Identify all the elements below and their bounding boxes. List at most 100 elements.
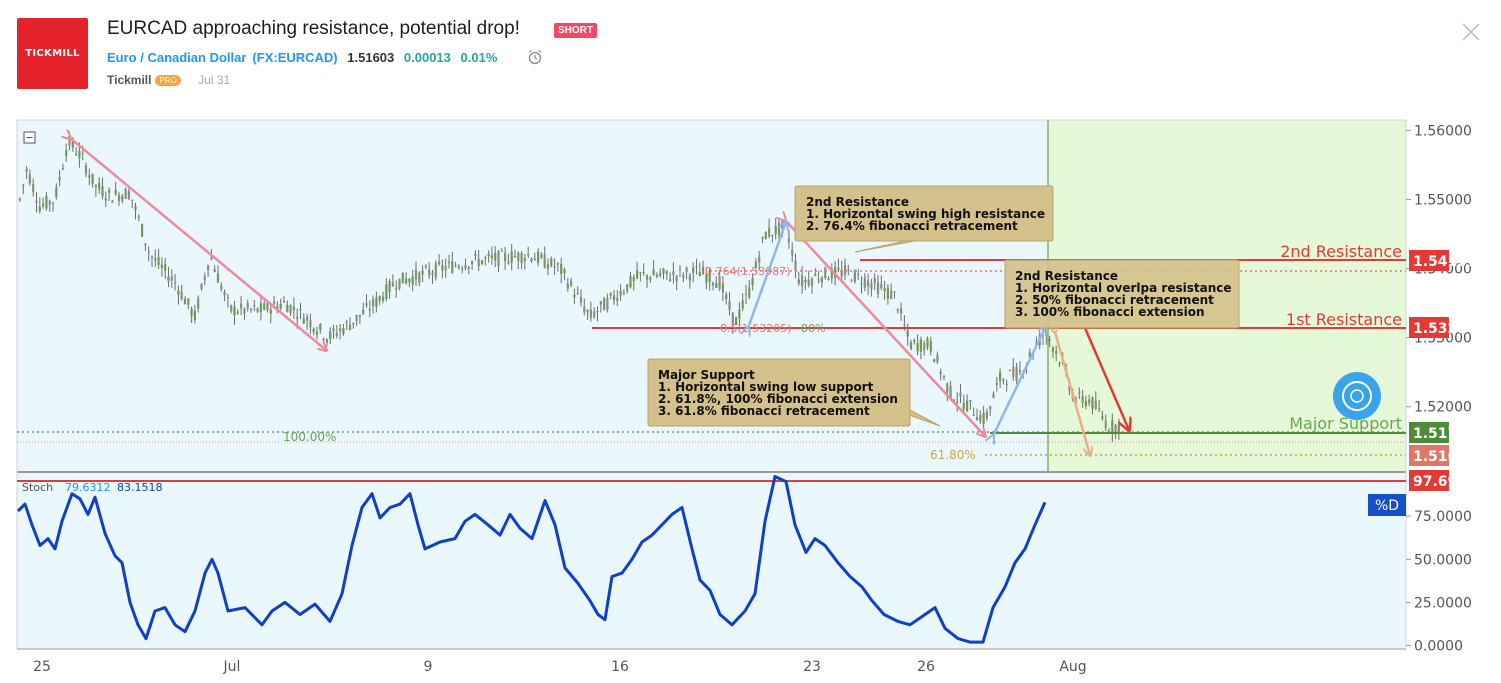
candle-body <box>810 278 814 286</box>
candle-body <box>408 278 411 283</box>
candle-body <box>906 330 909 337</box>
candle-body <box>923 343 926 351</box>
candle-body <box>933 359 936 362</box>
candle-body <box>286 304 289 313</box>
time-axis-tick-label: 9 <box>424 659 433 675</box>
candle-body <box>378 296 381 301</box>
stoch-value-k: 79.6312 <box>65 481 111 494</box>
annotation-second-resistance-mid[interactable]: 2nd Resistance 1. Horizontal overlpa res… <box>1004 259 1240 329</box>
candle-body <box>48 201 51 205</box>
candle-body <box>325 339 328 343</box>
candle-body <box>639 272 642 274</box>
candle-body <box>1002 379 1005 381</box>
close-icon[interactable] <box>1461 22 1481 42</box>
candle-body <box>768 227 771 237</box>
symbol-change-pct: 0.01% <box>460 50 498 65</box>
symbol-name-link[interactable]: Euro / Canadian Dollar <box>107 50 247 65</box>
candle-body <box>220 285 223 290</box>
author-name[interactable]: Tickmill <box>107 73 152 87</box>
candle-body <box>886 287 889 299</box>
candle-body <box>972 414 975 416</box>
candle-body <box>550 258 553 266</box>
stoch-axis-tick-label: 0.0000 <box>1414 639 1463 655</box>
candle-body <box>546 264 550 269</box>
candle-body <box>428 269 431 276</box>
candle-body <box>81 153 84 155</box>
candle-body <box>929 340 932 352</box>
candle-body <box>405 278 408 284</box>
candle-body <box>540 254 543 258</box>
candle-body <box>1104 420 1107 428</box>
candle-body <box>150 256 154 259</box>
candle-body <box>675 275 678 282</box>
candle-body <box>1094 400 1097 409</box>
candle-body <box>738 309 741 319</box>
candle-body <box>352 322 355 325</box>
candle-body <box>249 308 253 310</box>
candle-body <box>500 250 503 252</box>
annotation-second-resistance-top[interactable]: 2nd Resistance 1. Horizontal swing high … <box>794 185 1054 253</box>
candle-body <box>111 200 114 203</box>
alarm-clock-icon[interactable] <box>527 49 543 65</box>
candle-body <box>203 276 206 281</box>
time-axis-tick-label: 25 <box>33 659 51 675</box>
candle-body <box>84 165 88 174</box>
candle-body <box>306 316 309 321</box>
candle-body <box>65 150 68 156</box>
candle-body <box>411 276 414 285</box>
candle-body <box>1048 339 1051 341</box>
candle-body <box>824 267 827 279</box>
candle-body <box>649 277 652 280</box>
candle-body <box>210 257 213 260</box>
candle-body <box>751 278 754 286</box>
candle-body <box>269 309 272 314</box>
candle-body <box>494 253 497 261</box>
price-label-second-resistance: 1.54157 <box>1409 250 1477 271</box>
candle-body <box>919 339 922 352</box>
candle-body <box>870 283 873 290</box>
candle-body <box>180 291 183 300</box>
candle-body <box>141 224 144 237</box>
candle-body <box>692 267 695 274</box>
candle-body <box>863 277 866 288</box>
candle-body <box>553 265 556 268</box>
candle-body <box>401 272 404 284</box>
candle-body <box>362 309 365 314</box>
candle-body <box>246 302 249 309</box>
stoch-pane-background <box>17 473 1406 649</box>
candle-body <box>434 263 437 278</box>
author-logo[interactable]: TICKMILL <box>17 18 88 89</box>
candle-body <box>233 306 236 316</box>
candle-body <box>517 252 520 262</box>
time-axis-tick-label: Jul <box>223 659 241 675</box>
projection-arrow-tan <box>1055 332 1090 455</box>
candle-body <box>421 270 424 275</box>
candle-body <box>632 277 635 281</box>
candle-body <box>1111 420 1114 433</box>
symbol-code[interactable]: (FX:EURCAD) <box>252 50 338 65</box>
candle-body <box>372 299 375 306</box>
symbol-change: 0.00013 <box>403 50 451 65</box>
uptrend-arrow-2 <box>993 326 1046 436</box>
candle-body <box>315 331 319 335</box>
annotation-line: 1. Horizontal overlpa resistance <box>1015 281 1232 295</box>
target-icon[interactable] <box>1333 372 1381 420</box>
candle-body <box>424 266 427 268</box>
candle-body <box>669 279 672 281</box>
chart-area[interactable]: 2nd Resistance 1st Resistance Major Supp… <box>0 118 1501 683</box>
time-axis-tick-label: Aug <box>1059 659 1086 675</box>
annotation-major-support[interactable]: Major Support 1. Horizontal swing low su… <box>647 358 941 427</box>
candle-body <box>975 417 979 421</box>
candle-body <box>292 306 295 311</box>
candle-body <box>243 308 246 314</box>
stoch-axis[interactable]: 75.0000 50.0000 25.0000 0.0000 <box>1406 509 1472 655</box>
candle-body <box>560 263 563 274</box>
candle-body <box>510 251 513 263</box>
publish-date: Jul 31 <box>198 73 231 87</box>
candle-body <box>121 196 124 201</box>
downtrend-arrow-2 <box>785 220 985 436</box>
time-axis[interactable]: 25 Jul 9 16 23 26 Aug <box>33 659 1087 675</box>
candle-body <box>969 399 972 402</box>
author-row: Tickmill PRO Jul 31 <box>107 73 230 87</box>
candle-body <box>484 257 487 259</box>
